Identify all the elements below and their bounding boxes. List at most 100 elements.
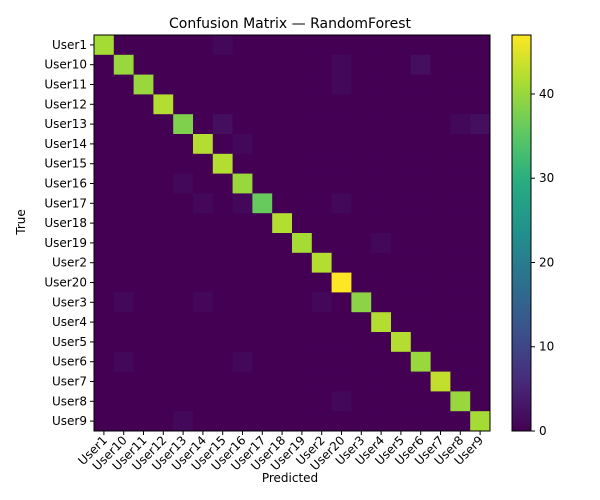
heatmap-cell [173, 292, 194, 313]
heatmap-cell [212, 252, 233, 273]
heatmap-cell [133, 74, 154, 95]
heatmap-cell [470, 233, 491, 254]
heatmap-cell [292, 35, 313, 56]
heatmap-cell [193, 114, 214, 135]
heatmap-cell [232, 411, 253, 432]
heatmap-cell [94, 371, 115, 392]
heatmap-cell [311, 153, 332, 174]
heatmap-cell [470, 94, 491, 115]
heatmap-cell [252, 272, 273, 293]
heatmap-cell [292, 193, 313, 214]
heatmap-cell [450, 292, 471, 313]
heatmap-cell [292, 114, 313, 135]
heatmap-cell [311, 94, 332, 115]
heatmap-cell [311, 35, 332, 56]
heatmap-cell [113, 74, 134, 95]
heatmap-cell [153, 371, 174, 392]
y-tick-label: User15 [44, 157, 87, 171]
heatmap-cell [450, 272, 471, 293]
heatmap-cell [173, 134, 194, 155]
heatmap-cell [232, 153, 253, 174]
heatmap-cell [133, 134, 154, 155]
heatmap-cell [133, 351, 154, 372]
y-tick-label: User1 [52, 38, 87, 52]
heatmap-cell [371, 134, 392, 155]
heatmap-cell [292, 173, 313, 194]
y-tick-label: User6 [52, 355, 87, 369]
heatmap-cell [470, 193, 491, 214]
y-tick-label: User5 [52, 335, 87, 349]
heatmap-cell [470, 54, 491, 75]
heatmap-cell [173, 193, 194, 214]
heatmap-cell [272, 371, 293, 392]
heatmap-cell [371, 272, 392, 293]
heatmap-cell [391, 153, 412, 174]
heatmap-cell [212, 233, 233, 254]
heatmap-cell [173, 153, 194, 174]
y-tick-label: User3 [52, 295, 87, 309]
heatmap-cell [410, 272, 431, 293]
heatmap-cell [252, 94, 273, 115]
heatmap-cell [272, 252, 293, 273]
heatmap-cell [391, 351, 412, 372]
heatmap-cell [272, 114, 293, 135]
heatmap-cell [153, 391, 174, 412]
heatmap-cell [311, 411, 332, 432]
heatmap-cell [331, 411, 352, 432]
heatmap-cells [94, 35, 491, 432]
heatmap-cell [351, 94, 372, 115]
heatmap-cell [193, 233, 214, 254]
heatmap-cell [153, 74, 174, 95]
heatmap-cell [331, 153, 352, 174]
y-tick-label: User7 [52, 375, 87, 389]
heatmap-cell [193, 173, 214, 194]
heatmap-cell [430, 411, 451, 432]
heatmap-cell [252, 351, 273, 372]
heatmap-cell [470, 74, 491, 95]
heatmap-cell [410, 153, 431, 174]
heatmap-cell [153, 292, 174, 313]
heatmap-cell [371, 233, 392, 254]
chart-title: Confusion Matrix — RandomForest [169, 16, 412, 32]
heatmap-cell [430, 272, 451, 293]
heatmap-cell [94, 213, 115, 234]
heatmap-cell [133, 312, 154, 333]
y-tick-label: User18 [44, 216, 87, 230]
heatmap-cell [153, 193, 174, 214]
heatmap-cell [173, 213, 194, 234]
heatmap-cell [133, 411, 154, 432]
heatmap-cell [430, 252, 451, 273]
heatmap-cell [153, 233, 174, 254]
heatmap-cell [94, 54, 115, 75]
heatmap-cell [212, 332, 233, 353]
heatmap-cell [173, 173, 194, 194]
heatmap-cell [391, 252, 412, 273]
heatmap-cell [311, 134, 332, 155]
heatmap-cell [410, 213, 431, 234]
heatmap-cell [351, 35, 372, 56]
heatmap-cell [153, 173, 174, 194]
heatmap-cell [212, 54, 233, 75]
heatmap-cell [113, 173, 134, 194]
heatmap-cell [391, 272, 412, 293]
heatmap-cell [212, 391, 233, 412]
heatmap-cell [272, 94, 293, 115]
heatmap-cell [133, 54, 154, 75]
heatmap-cell [371, 351, 392, 372]
heatmap-cell [153, 351, 174, 372]
heatmap-cell [470, 272, 491, 293]
heatmap-cell [133, 233, 154, 254]
heatmap-cell [351, 213, 372, 234]
heatmap-cell [272, 391, 293, 412]
heatmap-cell [252, 114, 273, 135]
heatmap-cell [410, 233, 431, 254]
heatmap-cell [193, 54, 214, 75]
heatmap-cell [351, 114, 372, 135]
heatmap-cell [232, 292, 253, 313]
heatmap-cell [371, 252, 392, 273]
heatmap-cell [371, 193, 392, 214]
heatmap-cell [331, 213, 352, 234]
heatmap-cell [212, 351, 233, 372]
heatmap-cell [450, 54, 471, 75]
